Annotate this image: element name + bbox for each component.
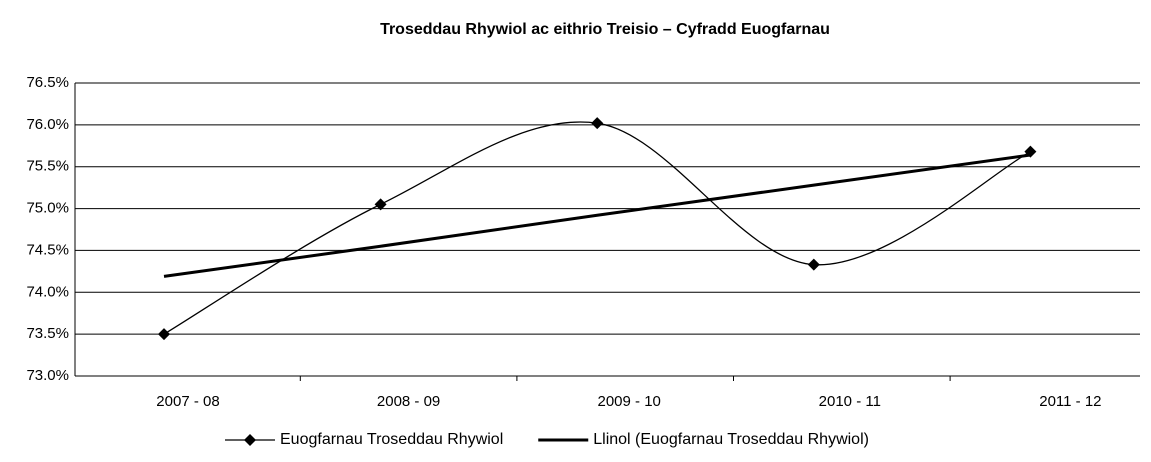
x-tick-label: 2011 - 12 bbox=[1039, 393, 1101, 410]
x-tick-label: 2010 - 11 bbox=[819, 393, 881, 410]
series-line bbox=[163, 153, 1031, 278]
legend-label: Llinol (Euogfarnau Troseddau Rhywiol) bbox=[593, 431, 869, 448]
y-tick-label: 75.0% bbox=[26, 200, 69, 217]
x-tick-label: 2007 - 08 bbox=[156, 393, 219, 410]
y-tick-label: 74.0% bbox=[26, 283, 69, 300]
legend-label: Euogfarnau Troseddau Rhywiol bbox=[280, 431, 503, 448]
y-tick-label: 74.5% bbox=[26, 241, 69, 258]
x-tick-label: 2008 - 09 bbox=[377, 393, 440, 410]
y-tick-label: 73.0% bbox=[26, 367, 69, 384]
marker bbox=[591, 117, 604, 130]
marker bbox=[374, 198, 387, 211]
chart-title: Troseddau Rhywiol ac eithrio Treisio – C… bbox=[380, 21, 830, 38]
marker bbox=[158, 328, 170, 341]
y-tick-label: 76.0% bbox=[26, 116, 69, 133]
series-line bbox=[163, 121, 1031, 335]
legend-marker bbox=[244, 434, 256, 446]
x-tick-label: 2009 - 10 bbox=[598, 393, 661, 410]
y-tick-label: 73.5% bbox=[26, 325, 69, 342]
y-tick-label: 75.5% bbox=[26, 158, 69, 175]
marker bbox=[807, 258, 820, 271]
y-tick-label: 76.5% bbox=[26, 74, 69, 91]
